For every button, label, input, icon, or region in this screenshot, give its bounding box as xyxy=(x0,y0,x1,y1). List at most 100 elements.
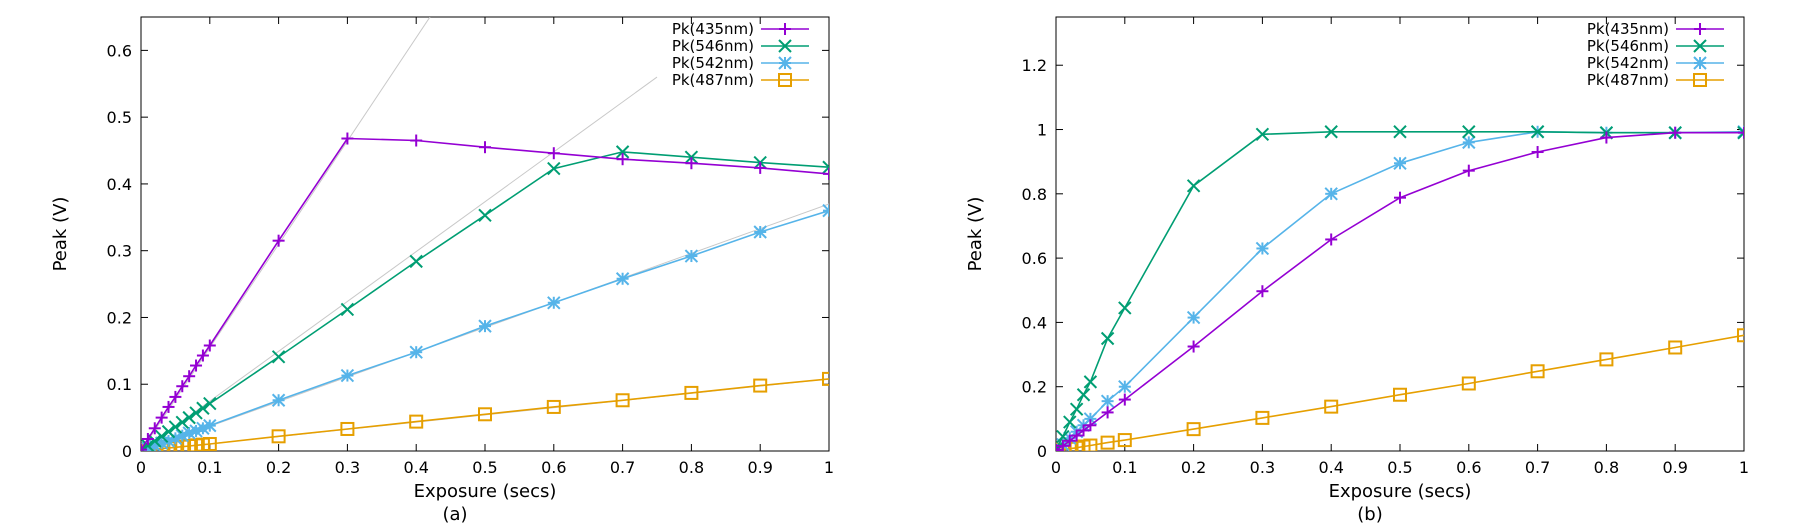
x-tick-label: 0.9 xyxy=(1662,458,1687,477)
data-point xyxy=(1324,399,1339,414)
x-tick-label: 0 xyxy=(136,458,146,477)
data-point xyxy=(754,161,767,174)
x-tick-label: 0.6 xyxy=(541,458,566,477)
data-point xyxy=(1531,146,1544,159)
y-tick-label: 0.2 xyxy=(1022,378,1047,397)
data-point xyxy=(196,401,210,415)
data-point xyxy=(479,141,491,154)
data-point xyxy=(1462,125,1476,139)
series-line xyxy=(1056,334,1744,451)
data-point xyxy=(141,432,154,445)
data-point xyxy=(162,400,175,413)
data-point xyxy=(1461,376,1476,391)
data-point xyxy=(1324,187,1338,201)
x-tick-label: 0.7 xyxy=(1525,458,1550,477)
data-point xyxy=(1668,340,1683,355)
y-tick-label: 0.4 xyxy=(1022,313,1047,332)
data-point xyxy=(141,443,148,451)
data-point xyxy=(1255,241,1270,256)
legend-label: Pk(546nm) xyxy=(1587,37,1669,55)
series-line xyxy=(141,378,829,451)
data-point xyxy=(1118,301,1132,315)
y-tick-label: 0 xyxy=(122,442,132,461)
x-tick-label: 0.8 xyxy=(1594,458,1619,477)
y-tick-label: 0.1 xyxy=(107,375,132,394)
y-axis-label: Peak (V) xyxy=(965,197,986,272)
data-point xyxy=(161,424,176,439)
y-axis-label: Peak (V) xyxy=(50,197,71,272)
data-point xyxy=(1669,126,1682,139)
x-tick-label: 0.9 xyxy=(747,458,772,477)
data-point xyxy=(1256,285,1269,298)
data-point xyxy=(203,339,216,352)
y-tick-label: 0.5 xyxy=(107,108,132,127)
data-point xyxy=(340,302,355,317)
data-point xyxy=(478,407,492,422)
y-tick-label: 0.6 xyxy=(107,41,132,60)
legend: Pk(435nm)Pk(546nm)Pk(542nm)Pk(487nm) xyxy=(1587,20,1724,89)
x-tick-label: 0.3 xyxy=(335,458,360,477)
data-point xyxy=(196,349,209,362)
data-point xyxy=(1394,191,1406,204)
data-point xyxy=(547,296,561,310)
data-point xyxy=(547,147,560,160)
data-point xyxy=(1393,387,1407,402)
data-point xyxy=(409,414,424,429)
x-tick-label: 0.2 xyxy=(1181,458,1206,477)
data-point xyxy=(176,380,189,393)
data-point xyxy=(1325,233,1338,246)
series-line xyxy=(1056,130,1744,451)
data-point xyxy=(189,406,203,420)
data-point xyxy=(1737,126,1744,140)
data-point xyxy=(684,385,699,400)
data-point xyxy=(478,208,492,223)
fit-line xyxy=(141,76,658,451)
legend-label: Pk(487nm) xyxy=(672,71,754,89)
legend-label: Pk(546nm) xyxy=(672,37,754,55)
data-point xyxy=(175,415,189,429)
data-point xyxy=(1600,131,1613,144)
panel-caption: (b) xyxy=(1357,504,1382,525)
y-tick-label: 1.2 xyxy=(1022,56,1047,75)
series-line xyxy=(141,137,829,451)
data-point xyxy=(616,153,629,166)
plot-area xyxy=(1056,125,1744,451)
data-point xyxy=(1187,340,1200,353)
data-point xyxy=(340,421,355,436)
data-point xyxy=(203,418,217,433)
data-point xyxy=(155,411,168,424)
data-point xyxy=(409,254,423,269)
data-point xyxy=(823,167,829,180)
data-point xyxy=(154,429,169,444)
data-point xyxy=(1100,435,1115,450)
data-point xyxy=(1462,164,1475,177)
legend-marker xyxy=(778,73,792,87)
data-point xyxy=(271,393,286,407)
data-point xyxy=(822,203,829,218)
data-point xyxy=(341,132,354,145)
legend-label: Pk(542nm) xyxy=(672,54,754,72)
data-point xyxy=(1056,444,1062,451)
legend-marker xyxy=(778,39,792,53)
x-tick-label: 1 xyxy=(1739,458,1749,477)
series-line xyxy=(1056,131,1744,450)
x-tick-label: 0.1 xyxy=(1112,458,1137,477)
data-point xyxy=(190,359,203,372)
data-point xyxy=(141,443,147,451)
x-tick-label: 0.5 xyxy=(1387,458,1412,477)
data-point xyxy=(168,420,183,434)
x-tick-label: 0 xyxy=(1051,458,1061,477)
data-point xyxy=(615,393,630,408)
data-point xyxy=(684,249,699,263)
x-tick-label: 0.2 xyxy=(266,458,291,477)
data-point xyxy=(1462,135,1476,150)
data-point xyxy=(182,410,196,425)
data-point xyxy=(189,424,203,438)
y-tick-label: 0.4 xyxy=(107,175,132,194)
data-point xyxy=(1056,439,1069,451)
legend-label: Pk(435nm) xyxy=(1587,20,1669,38)
chart-panel-b: 0 0.1 0.2 0.3 0.4 0.5 0.6 0.7 0.8 0.9 1 0 0.2 0.4 0.6 0… xyxy=(965,16,1749,525)
data-point xyxy=(1101,406,1114,419)
data-point xyxy=(1083,375,1098,389)
y-tick-label: 0.2 xyxy=(107,308,132,327)
